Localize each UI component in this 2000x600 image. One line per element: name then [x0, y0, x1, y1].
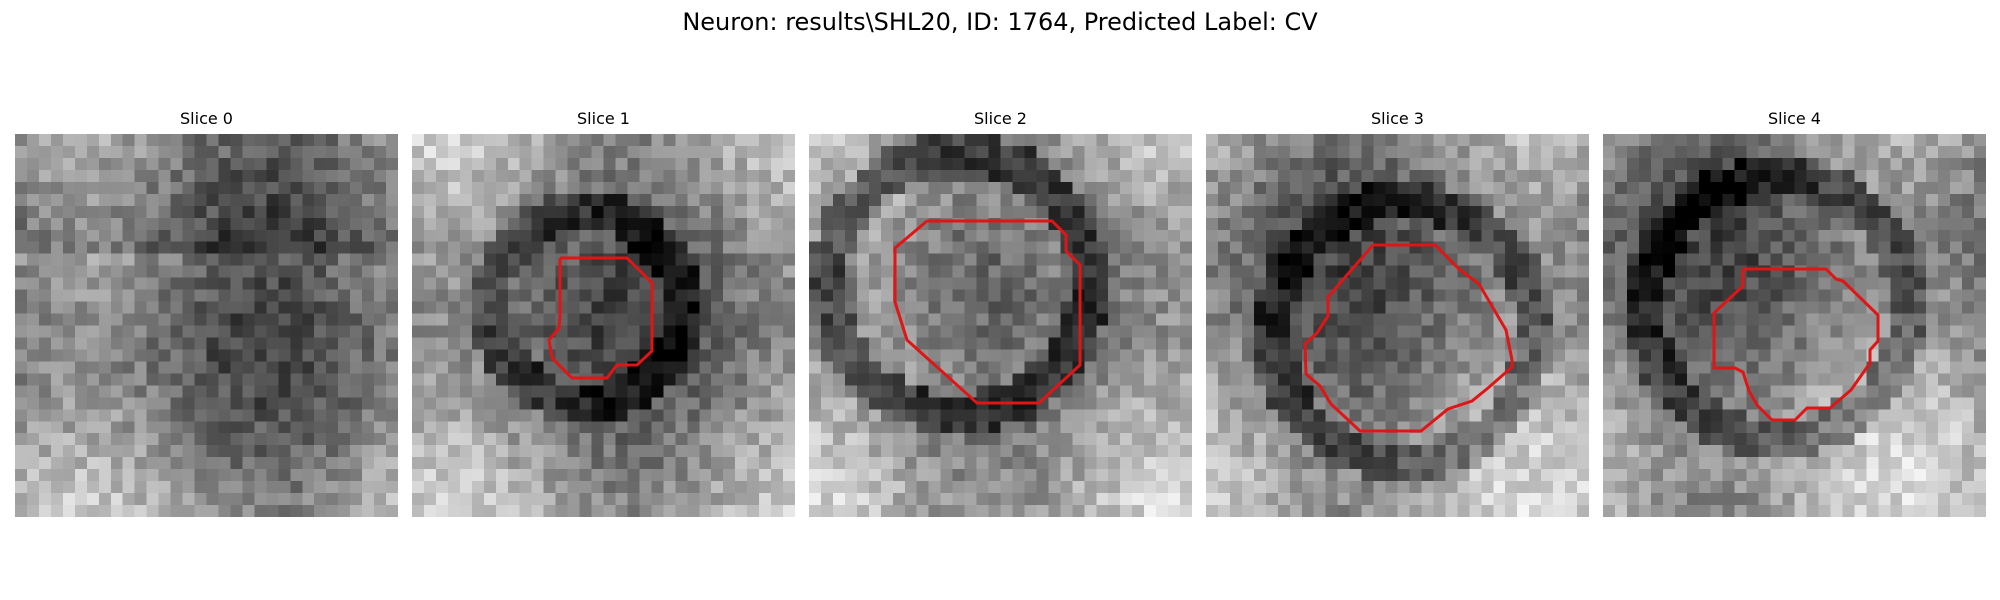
cell-contour-outline — [893, 219, 1082, 405]
slice-title: Slice 3 — [1371, 109, 1424, 128]
contour-overlay — [15, 134, 398, 517]
grayscale-patch-image — [1603, 134, 1986, 517]
slice-panel-0: Slice 0 — [15, 108, 398, 517]
cell-contour-outline — [1712, 267, 1880, 422]
grayscale-patch-image — [15, 134, 398, 517]
grayscale-patch-image — [412, 134, 795, 517]
figure-title: Neuron: results\SHL20, ID: 1764, Predict… — [682, 8, 1318, 36]
slice-panel-1: Slice 1 — [412, 108, 795, 517]
slice-title: Slice 4 — [1768, 109, 1821, 128]
cell-contour-outline — [1303, 243, 1514, 433]
contour-overlay — [893, 219, 1082, 405]
slice-panel-4: Slice 4 — [1603, 108, 1986, 517]
slice-title: Slice 2 — [974, 109, 1027, 128]
slice-panel-3: Slice 3 — [1206, 108, 1589, 517]
slice-title: Slice 0 — [180, 109, 233, 128]
contour-overlay — [1712, 267, 1880, 422]
cell-contour-outline — [547, 256, 654, 380]
grayscale-patch-image — [1206, 134, 1589, 517]
slice-title: Slice 1 — [577, 109, 630, 128]
grayscale-patch-image — [809, 134, 1192, 517]
contour-overlay — [1303, 243, 1514, 433]
contour-overlay — [547, 256, 654, 380]
slice-panel-2: Slice 2 — [809, 108, 1192, 517]
